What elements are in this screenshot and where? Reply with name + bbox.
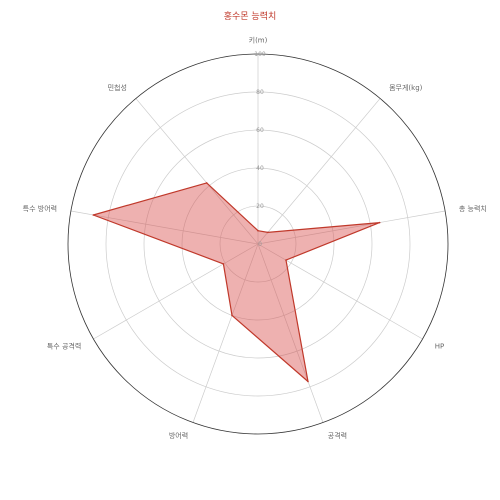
tick-label-40: 40 xyxy=(256,165,264,172)
spoke-6 xyxy=(93,243,259,340)
spoke-2 xyxy=(257,210,446,245)
spoke-7 xyxy=(70,210,259,245)
axis-label-6: 특수 공격력 xyxy=(47,343,81,351)
data-point-2 xyxy=(378,221,381,224)
tick-label-20: 20 xyxy=(256,203,264,210)
series-area xyxy=(92,182,381,383)
axis-label-3: HP xyxy=(435,343,445,351)
axis-label-4: 공격력 xyxy=(328,432,347,440)
tick-label-0: 0 xyxy=(258,241,262,248)
data-point-3 xyxy=(285,259,287,261)
spoke-8 xyxy=(135,98,259,245)
data-point-5 xyxy=(231,314,233,317)
data-point-8 xyxy=(205,182,208,184)
spoke-4 xyxy=(257,243,324,423)
axis-label-8: 민첩성 xyxy=(108,83,127,92)
chart-title: 홍수몬 능력치 xyxy=(223,12,277,22)
tick-label-100: 100 xyxy=(254,51,266,58)
data-point-4 xyxy=(307,380,309,383)
data-point-1 xyxy=(267,231,269,234)
outer-circle xyxy=(67,53,449,435)
axis-label-2: 총 능력치 xyxy=(459,204,487,213)
axis-label-7: 특수 방어력 xyxy=(23,204,57,213)
spoke-5 xyxy=(192,243,259,423)
axis-label-1: 몸무게(kg) xyxy=(389,83,423,92)
tick-label-80: 80 xyxy=(256,89,264,96)
data-point-0 xyxy=(257,229,259,232)
data-point-6 xyxy=(222,263,225,265)
axis-label-0: 키(m) xyxy=(249,36,268,45)
spoke-1 xyxy=(257,98,381,245)
axis-label-5: 방어력 xyxy=(169,431,188,440)
data-point-7 xyxy=(92,214,95,216)
tick-label-60: 60 xyxy=(256,127,264,134)
